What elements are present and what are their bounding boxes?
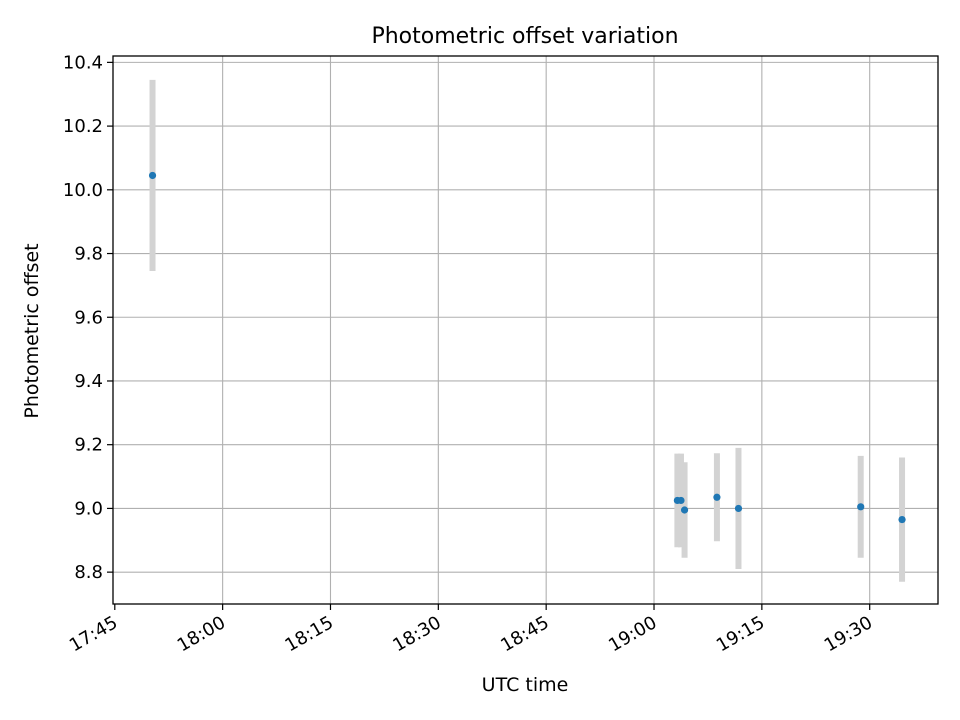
chart-title: Photometric offset variation bbox=[371, 24, 678, 49]
data-point bbox=[148, 171, 157, 180]
y-tick-label: 10.4 bbox=[63, 52, 103, 73]
y-axis-label: Photometric offset bbox=[21, 243, 43, 418]
y-axis: 8.8 9.0 9.2 9.4 9.6 9.8 10.0 10.2 10.4 bbox=[63, 52, 113, 583]
data-point bbox=[680, 506, 689, 514]
data-point bbox=[677, 496, 685, 505]
y-tick-label: 9.4 bbox=[74, 371, 103, 392]
y-tick-label: 10.0 bbox=[63, 180, 103, 201]
y-tick-label: 9.6 bbox=[74, 307, 103, 328]
y-tick-label: 9.2 bbox=[74, 435, 103, 456]
x-axis-label: UTC time bbox=[482, 674, 569, 696]
data-point bbox=[898, 515, 906, 524]
plot-frame bbox=[112, 55, 939, 605]
grid bbox=[113, 56, 938, 604]
y-tick-label: 10.2 bbox=[63, 116, 103, 137]
y-tick-label: 9.0 bbox=[74, 498, 103, 519]
data-points bbox=[148, 171, 906, 524]
data-point bbox=[713, 493, 721, 501]
y-tick-label: 8.8 bbox=[74, 562, 103, 583]
data-point bbox=[734, 504, 743, 513]
y-tick-label: 9.8 bbox=[74, 244, 103, 265]
data-point bbox=[857, 503, 865, 511]
